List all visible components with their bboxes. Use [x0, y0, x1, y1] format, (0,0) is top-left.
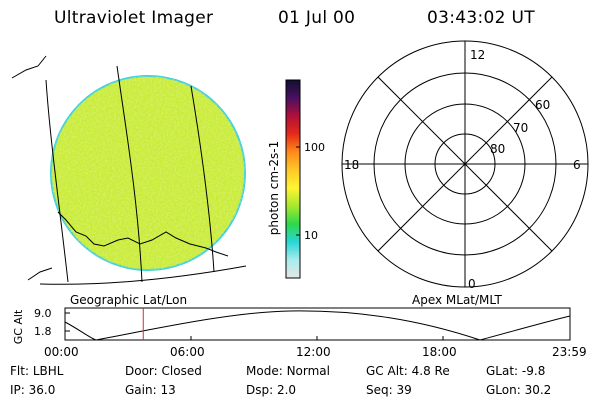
mlt-label-6: 6	[573, 158, 581, 172]
footer-gain: Gain: 13	[125, 383, 176, 397]
colorbar-scale	[285, 79, 301, 279]
gc-alt-xtick-label: 00:00	[44, 345, 79, 359]
coastline	[27, 267, 53, 281]
footer-label: Gain:	[125, 383, 157, 397]
footer-value: 2.0	[276, 383, 297, 397]
mlt-label-12: 12	[470, 48, 485, 62]
gc-alt-ytick-max: 9.0	[34, 307, 52, 320]
disk-texture	[51, 76, 245, 270]
footer-label: Flt:	[10, 364, 29, 378]
footer-value: Closed	[161, 364, 202, 378]
coastline	[11, 55, 47, 79]
gc-alt-curve	[64, 310, 571, 341]
footer-label: Mode:	[246, 364, 283, 378]
footer-label: Seq:	[366, 383, 393, 397]
latitude-line	[39, 265, 247, 285]
polar-grid-panel: 12 0 18 6 60 70 80	[341, 40, 589, 291]
gc-alt-ylabel: GC Alt	[12, 309, 25, 344]
footer-mode: Mode: Normal	[246, 364, 330, 378]
longitude-line	[45, 79, 69, 283]
geographic-image-panel	[11, 55, 247, 285]
gc-alt-xtick-label: 18:00	[422, 345, 457, 359]
observation-date: 01 Jul 00	[278, 8, 356, 28]
gc-alt-ytick-min: 1.8	[34, 325, 52, 338]
footer-label: Door:	[125, 364, 158, 378]
lat-label-60: 60	[535, 98, 550, 112]
lat-label-80: 80	[490, 142, 505, 156]
gc-alt-frame	[64, 307, 571, 341]
footer-value: -9.8	[521, 364, 546, 378]
gc-alt-plot: GC Alt 9.0 1.8 00:00 06:00 12:00 18:00 2…	[12, 307, 587, 359]
footer-value: 36.0	[28, 383, 56, 397]
footer-label: IP:	[10, 383, 25, 397]
footer-glat: GLat: -9.8	[486, 364, 545, 378]
footer-door: Door: Closed	[125, 364, 202, 378]
observation-time: 03:43:02 UT	[427, 8, 535, 28]
longitude-line	[116, 65, 143, 283]
gc-alt-xtick-label: 23:59	[552, 345, 587, 359]
footer-value: LBHL	[32, 364, 64, 378]
coastline	[57, 211, 229, 257]
footer-seq: Seq: 39	[366, 383, 412, 397]
lat-label-70: 70	[513, 121, 528, 135]
gc-alt-xtick-label: 12:00	[296, 345, 331, 359]
footer-label: GLon:	[486, 383, 521, 397]
mlt-line-diagonal	[377, 76, 553, 252]
footer-value: 30.2	[524, 383, 552, 397]
instrument-title: Ultraviolet Imager	[54, 8, 214, 28]
longitude-line	[190, 85, 215, 273]
gc-alt-xtick-label: 06:00	[170, 345, 205, 359]
footer-label: GLat:	[486, 364, 519, 378]
footer-glon: GLon: 30.2	[486, 383, 551, 397]
colorbar-label: photon cm-2s-1	[267, 141, 281, 236]
colorbar: 100 10 photon cm-2s-1	[267, 79, 325, 279]
colorbar-tick-label-100: 100	[304, 141, 325, 154]
footer-value: 4.8 Re	[411, 364, 450, 378]
footer-label: GC Alt:	[366, 364, 408, 378]
geographic-caption: Geographic Lat/Lon	[70, 293, 188, 307]
footer-value: 39	[396, 383, 412, 397]
footer-ip: IP: 36.0	[10, 383, 55, 397]
footer-label: Dsp:	[246, 383, 274, 397]
colorbar-tick-label-10: 10	[304, 229, 318, 242]
mlt-label-0: 0	[468, 277, 476, 291]
footer-gc-alt: GC Alt: 4.8 Re	[366, 364, 450, 378]
apex-caption: Apex MLat/MLT	[412, 293, 502, 307]
footer-value: Normal	[286, 364, 330, 378]
footer-dsp: Dsp: 2.0	[246, 383, 296, 397]
footer-flt: Flt: LBHL	[10, 364, 63, 378]
footer-value: 13	[160, 383, 176, 397]
mlt-label-18: 18	[344, 158, 359, 172]
